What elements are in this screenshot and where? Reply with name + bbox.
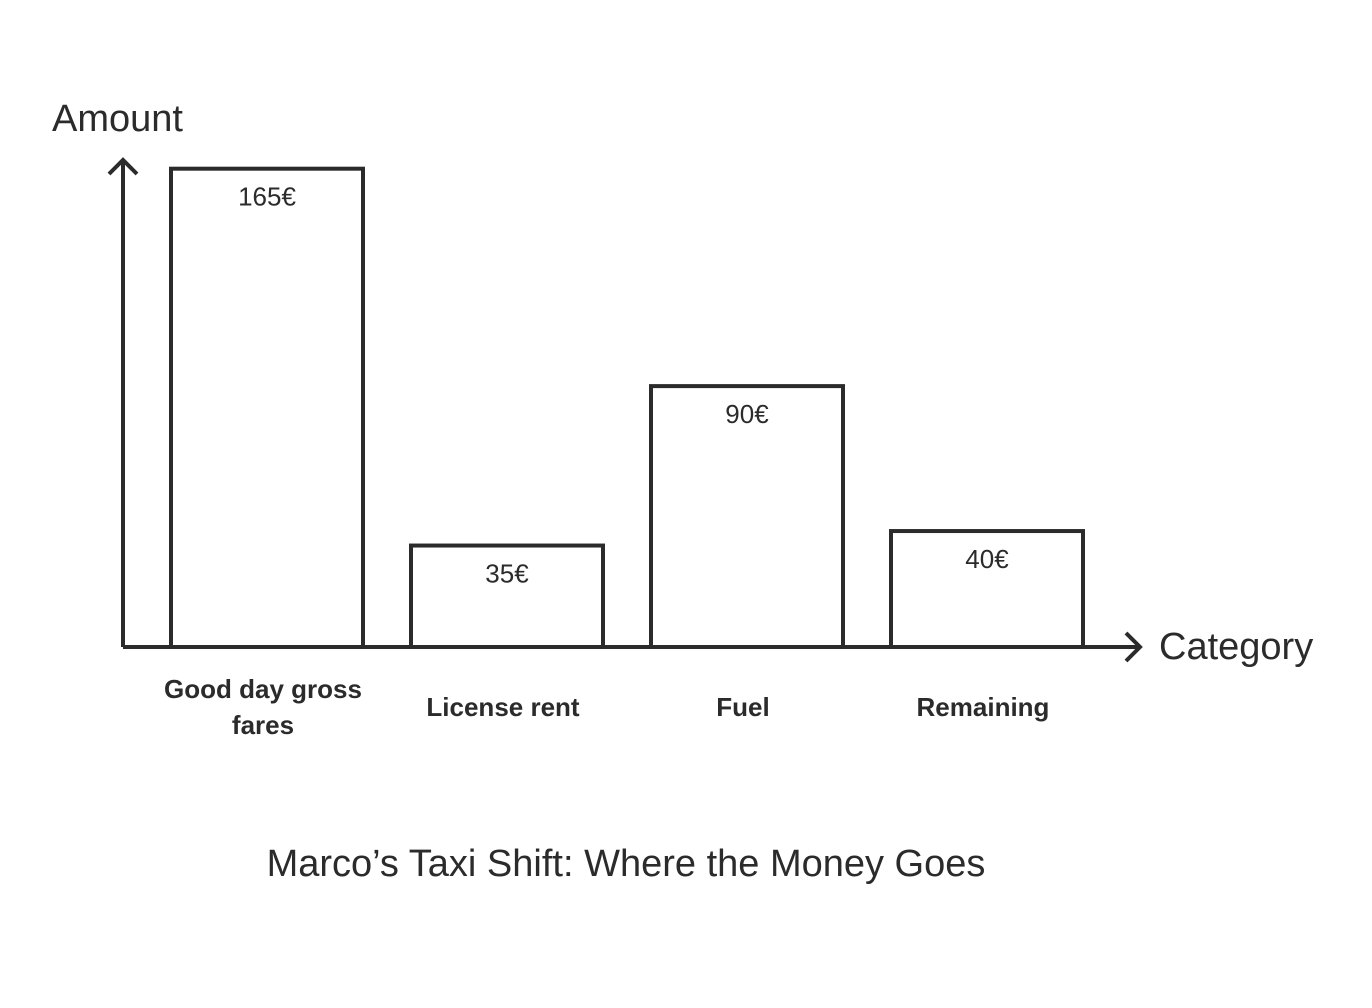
value-label: 165€ <box>238 182 296 212</box>
value-label: 40€ <box>965 544 1009 574</box>
chart-title: Marco’s Taxi Shift: Where the Money Goes <box>267 843 986 885</box>
bar <box>649 384 845 649</box>
y-axis <box>107 157 139 647</box>
value-label: 90€ <box>725 399 769 429</box>
value-label: 35€ <box>485 558 529 588</box>
bar <box>889 529 1085 649</box>
x-axis-label: Category <box>1159 626 1313 668</box>
x-tick-label: Remaining <box>916 692 1050 722</box>
x-tick-label: License rent <box>426 692 580 722</box>
bar <box>169 166 365 649</box>
x-tick-label: Fuel <box>716 692 770 722</box>
y-axis-label: Amount <box>52 98 183 140</box>
x-tick-label: Good day gross fares <box>164 674 362 740</box>
bar <box>409 543 605 650</box>
